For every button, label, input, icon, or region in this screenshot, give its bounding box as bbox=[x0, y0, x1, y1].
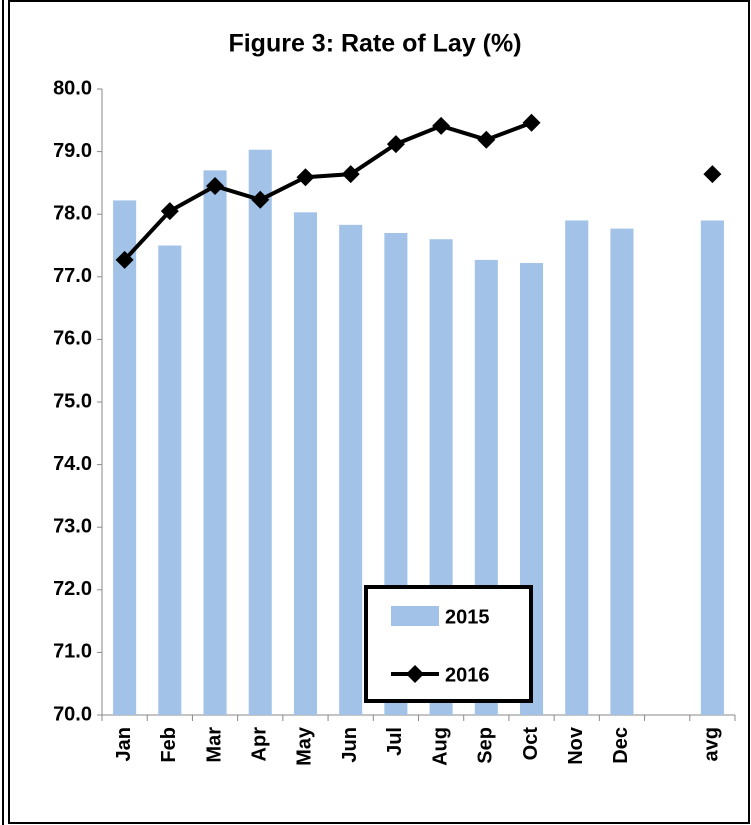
marker bbox=[341, 165, 360, 184]
bar bbox=[700, 220, 724, 715]
y-tick-label: 77.0 bbox=[53, 265, 92, 287]
y-tick-label: 70.0 bbox=[53, 703, 92, 725]
x-tick-label: Jan bbox=[113, 727, 135, 761]
legend-marker bbox=[406, 665, 424, 683]
y-tick-label: 76.0 bbox=[53, 328, 92, 350]
marker bbox=[386, 135, 405, 154]
x-tick-label: Feb bbox=[158, 727, 180, 763]
x-tick-label: Sep bbox=[475, 727, 497, 764]
y-tick-label: 79.0 bbox=[53, 140, 92, 162]
chart-title: Figure 3: Rate of Lay (%) bbox=[228, 30, 521, 58]
x-tick-label: Aug bbox=[429, 727, 451, 766]
marker bbox=[160, 202, 179, 221]
bar bbox=[610, 228, 634, 715]
x-tick-label: Oct bbox=[520, 727, 542, 761]
x-tick-label: Jun bbox=[339, 727, 361, 763]
bar bbox=[158, 245, 182, 715]
marker bbox=[432, 116, 451, 135]
bar bbox=[339, 224, 363, 716]
bar bbox=[565, 220, 589, 715]
legend-label: 2016 bbox=[445, 664, 490, 686]
x-tick-label: Apr bbox=[249, 727, 271, 762]
marker bbox=[477, 130, 496, 149]
marker bbox=[703, 165, 722, 184]
y-tick-label: 71.0 bbox=[53, 641, 92, 663]
marker bbox=[115, 250, 134, 269]
bar bbox=[113, 200, 137, 716]
marker bbox=[206, 177, 225, 196]
x-tick-label: Nov bbox=[565, 726, 587, 765]
y-tick-label: 75.0 bbox=[53, 390, 92, 412]
bar bbox=[203, 170, 227, 715]
frame bbox=[8, 0, 750, 824]
bar bbox=[293, 212, 317, 715]
legend-swatch bbox=[391, 606, 439, 626]
x-tick-label: May bbox=[294, 726, 316, 766]
y-tick-label: 72.0 bbox=[53, 578, 92, 600]
marker bbox=[251, 190, 270, 209]
y-tick-label: 74.0 bbox=[53, 453, 92, 475]
x-tick-label: avg bbox=[701, 727, 723, 761]
x-tick-label: Jul bbox=[384, 727, 406, 756]
y-tick-label: 80.0 bbox=[53, 77, 92, 99]
x-tick-label: Mar bbox=[203, 727, 225, 763]
x-tick-label: Dec bbox=[610, 727, 632, 764]
marker bbox=[296, 168, 315, 187]
y-tick-label: 73.0 bbox=[53, 515, 92, 537]
marker bbox=[522, 113, 541, 132]
y-tick-label: 78.0 bbox=[53, 202, 92, 224]
legend-label: 2015 bbox=[445, 606, 490, 628]
bar bbox=[248, 149, 272, 716]
